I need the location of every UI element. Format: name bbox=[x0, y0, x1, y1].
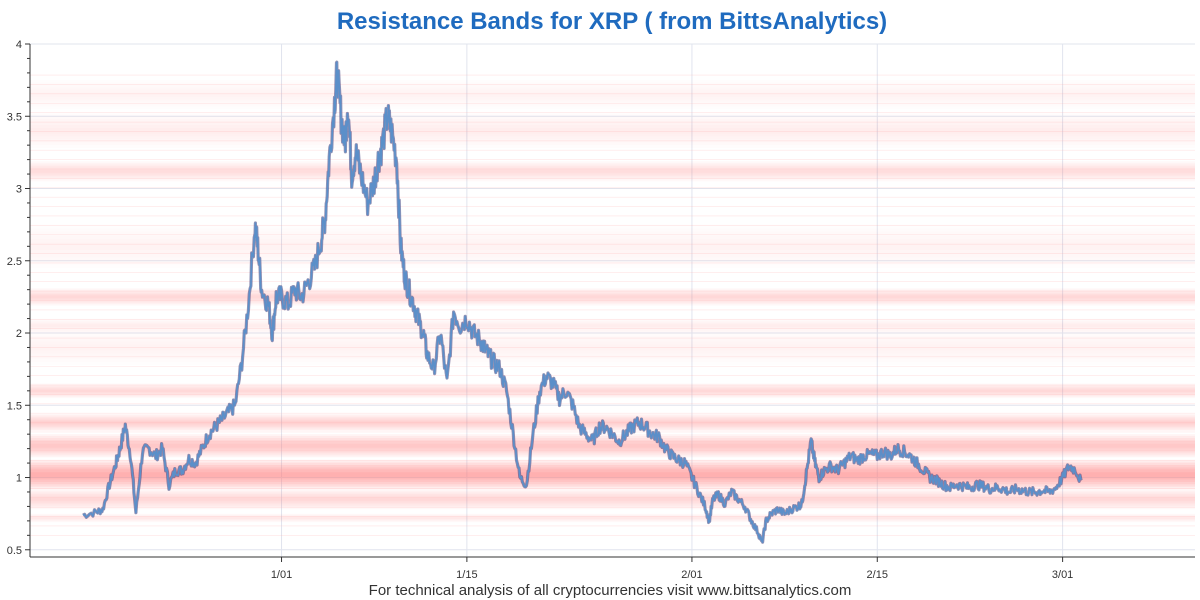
footer-note: For technical analysis of all cryptocurr… bbox=[368, 582, 852, 599]
resistance-band-stripe bbox=[30, 291, 1195, 303]
axis-layer bbox=[25, 43, 1195, 562]
resistance-band-stripe bbox=[30, 164, 1195, 178]
x-tick-label: 1/15 bbox=[456, 569, 477, 581]
resistance-band-stripe bbox=[30, 162, 1195, 180]
y-tick-label: 0.5 bbox=[7, 545, 22, 557]
y-tick-label: 3.5 bbox=[7, 111, 22, 123]
resistance-band-stripe bbox=[30, 418, 1195, 427]
resistance-band bbox=[30, 383, 1195, 399]
resistance-band-stripe bbox=[30, 384, 1195, 397]
resistance-band-stripe bbox=[30, 386, 1195, 396]
resistance-band-stripe bbox=[30, 167, 1195, 175]
resistance-band-stripe bbox=[30, 495, 1195, 503]
resistance-band bbox=[30, 413, 1195, 432]
resistance-band-stripe bbox=[30, 467, 1195, 482]
resistance-band-stripe bbox=[30, 92, 1195, 97]
y-tick-label: 2.5 bbox=[7, 256, 22, 268]
resistance-band bbox=[30, 288, 1195, 306]
resistance-band-stripe bbox=[30, 439, 1195, 452]
resistance-band bbox=[30, 319, 1195, 333]
x-tick-label: 1/01 bbox=[271, 569, 292, 581]
resistance-band-stripe bbox=[30, 460, 1195, 490]
y-tick-label: 1 bbox=[16, 473, 22, 485]
resistance-band-stripe bbox=[30, 289, 1195, 305]
resistance-band bbox=[30, 460, 1195, 490]
price-series-line bbox=[82, 61, 1083, 543]
resistance-band-stripe bbox=[30, 166, 1195, 177]
resistance-band-stripe bbox=[30, 462, 1195, 487]
y-tick-label: 1.5 bbox=[7, 400, 22, 412]
resistance-band-stripe bbox=[30, 421, 1195, 425]
resistance-band-stripe bbox=[30, 169, 1195, 173]
tick-labels-layer: 0.5 1 1.5 2 2.5 3 3.5 4 1/01 1/15 2/01 2/15 3/01 bbox=[7, 39, 1074, 581]
resistance-band-stripe bbox=[30, 388, 1195, 394]
resistance-band-stripe bbox=[30, 415, 1195, 430]
resistance-band-stripe bbox=[30, 441, 1195, 450]
resistance-band bbox=[30, 225, 1195, 268]
resistance-band-stripe bbox=[30, 243, 1195, 250]
resistance-band-stripe bbox=[30, 292, 1195, 302]
resistance-band-stripe bbox=[30, 293, 1195, 300]
resistance-band-stripe bbox=[30, 419, 1195, 426]
resistance-band-stripe bbox=[30, 469, 1195, 480]
resistance-band bbox=[30, 161, 1195, 182]
resistance-band-stripe bbox=[30, 413, 1195, 432]
resistance-band bbox=[30, 113, 1195, 148]
resistance-band-stripe bbox=[30, 492, 1195, 506]
x-tick-label: 2/01 bbox=[681, 569, 702, 581]
resistance-band-stripe bbox=[30, 490, 1195, 508]
x-tick-label: 2/15 bbox=[867, 569, 888, 581]
resistance-band-stripe bbox=[30, 497, 1195, 501]
resistance-band-layer bbox=[30, 74, 1195, 536]
resistance-band bbox=[30, 514, 1195, 523]
resistance-band-stripe bbox=[30, 383, 1195, 399]
resistance-band-stripe bbox=[30, 416, 1195, 429]
x-tick-label: 3/01 bbox=[1052, 569, 1073, 581]
price-series-layer bbox=[82, 60, 1083, 544]
resistance-band-stripe bbox=[30, 443, 1195, 448]
y-tick-label: 3 bbox=[16, 184, 22, 196]
chart-title: Resistance Bands for XRP ( from BittsAna… bbox=[336, 8, 888, 35]
resistance-band-stripe bbox=[30, 517, 1195, 518]
resistance-band-stripe bbox=[30, 128, 1195, 134]
resistance-band-stripe bbox=[30, 161, 1195, 182]
resistance-band-stripe bbox=[30, 295, 1195, 299]
y-tick-label: 4 bbox=[16, 39, 22, 51]
resistance-band-stripe bbox=[30, 489, 1195, 510]
resistance-band-stripe bbox=[30, 288, 1195, 306]
resistance-band-stripe bbox=[30, 389, 1195, 393]
resistance-band-stripe bbox=[30, 472, 1195, 478]
y-tick-label: 2 bbox=[16, 328, 22, 340]
resistance-band bbox=[30, 489, 1195, 510]
resistance-band-stripe bbox=[30, 387, 1195, 395]
resistance-band-stripe bbox=[30, 464, 1195, 485]
resistance-band-stripe bbox=[30, 494, 1195, 505]
resistance-band-stripe bbox=[30, 325, 1195, 327]
